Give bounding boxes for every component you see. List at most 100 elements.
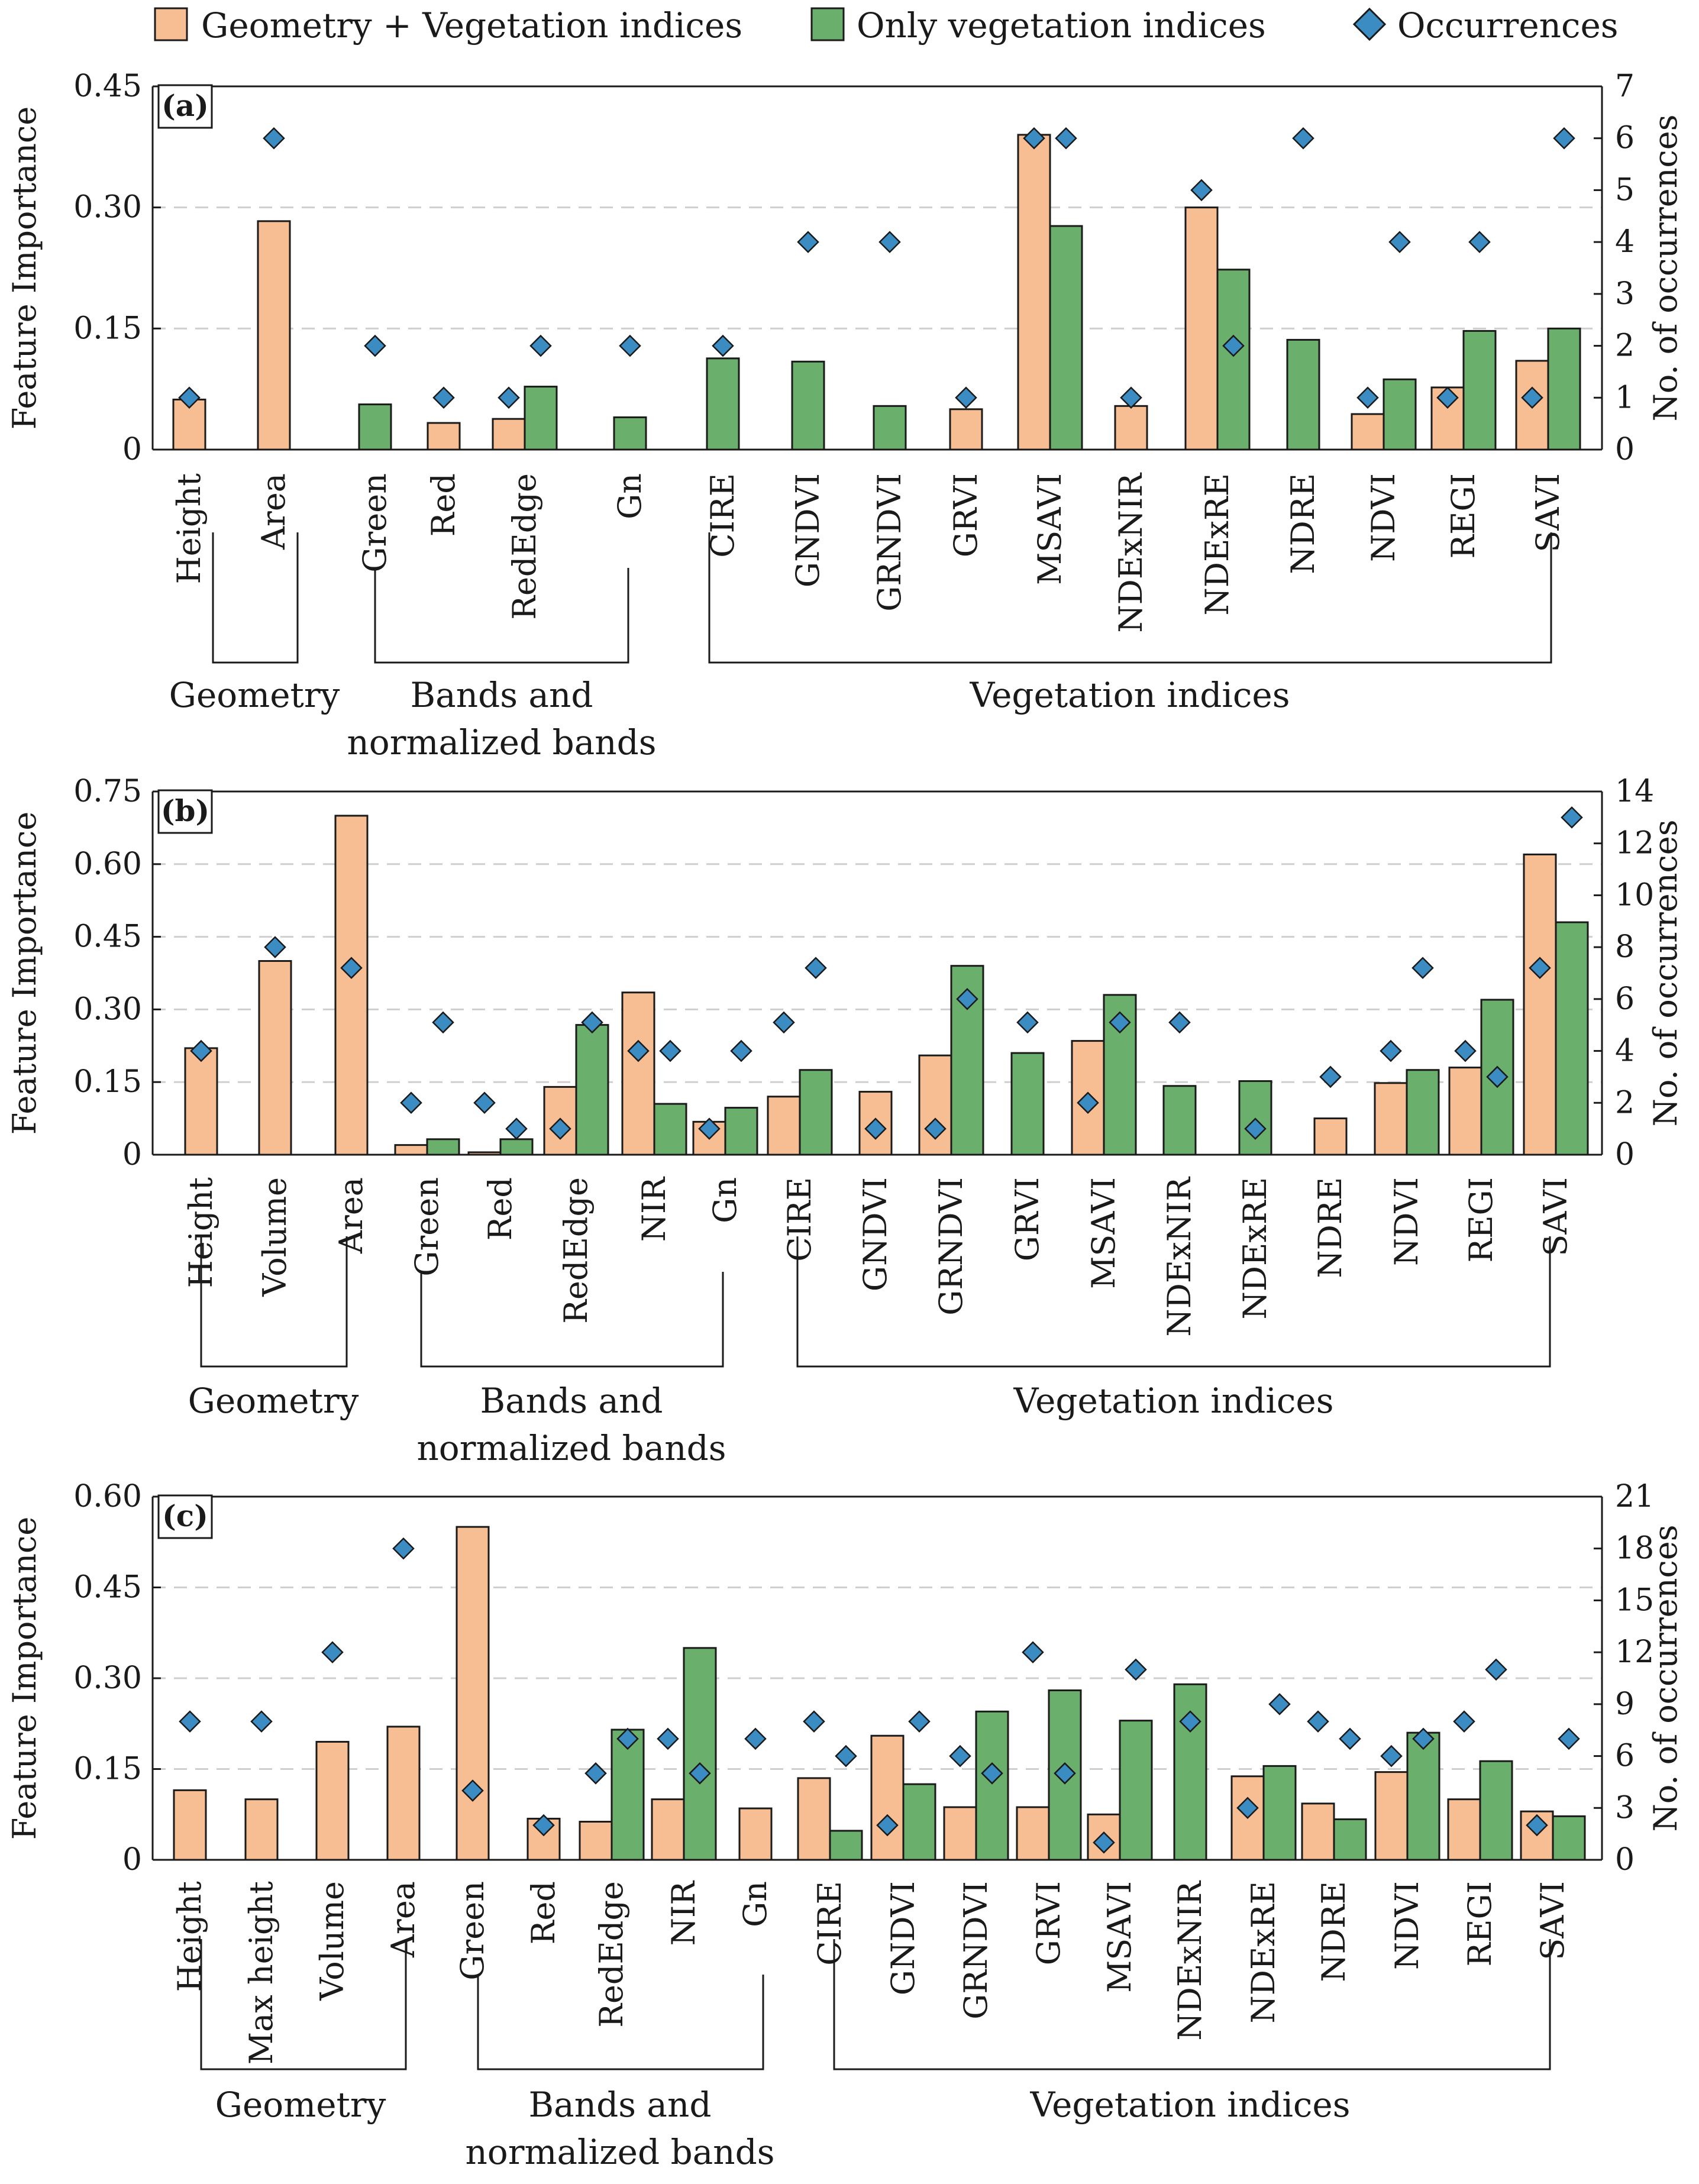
y2-tick-label: 4 [1615, 224, 1635, 260]
bar-geom-veg-savi [1523, 853, 1557, 1156]
group-bracket [796, 1236, 1551, 1368]
bar-veg-only-ndvi [1383, 378, 1417, 451]
occurrence-geom-veg-volume [321, 1641, 344, 1663]
bar-geom-veg-regi [1447, 1798, 1481, 1861]
bar-geom-veg-ndre [1301, 1802, 1335, 1861]
occurrence-geom-veg-gn [744, 1727, 767, 1750]
x-tick-label: Gn [611, 473, 648, 519]
bar-veg-only-regi [1462, 329, 1497, 451]
bar-veg-only-grvi [1010, 1052, 1045, 1156]
bar-veg-only-ndre [1286, 338, 1320, 451]
occurrence-veg-only-ndre [1292, 127, 1314, 150]
x-tick-label: Height [171, 1881, 208, 1992]
x-tick-label: RedEdge [506, 473, 543, 620]
bar-geom-veg-red [467, 1151, 502, 1156]
bar-geom-veg-cire [797, 1777, 831, 1861]
bar-veg-only-msavi [1049, 225, 1083, 451]
legend-swatch [154, 7, 188, 41]
y-tick-label: 0.30 [73, 1660, 142, 1696]
bar-geom-veg-cire [767, 1096, 801, 1156]
bar-geom-veg-nir [651, 1798, 685, 1861]
bar-geom-veg-msavi [1017, 134, 1051, 451]
chart-panel-2: 0 0.15 0.30 0.45 0.60 0 3 6 9 12 15 18 21 Feature Imp… [6, 1479, 1684, 2172]
y2-tick-label: 12 [1615, 1634, 1654, 1670]
y2-tick-label: 21 [1615, 1479, 1654, 1514]
bar-veg-only-savi [1547, 327, 1581, 451]
x-tick-label: Area [332, 1177, 370, 1254]
occurrence-veg-only-ndexre [1244, 1117, 1267, 1140]
group-label: Geometry [169, 675, 340, 715]
x-tick-label: GNDVI [789, 473, 826, 587]
x-tick-label: Max height [243, 1881, 280, 2065]
occurrence-geom-veg-cire [803, 1710, 825, 1733]
occurrence-veg-only-red [505, 1117, 528, 1140]
bar-geom-veg-nir [621, 991, 655, 1156]
x-tick-label: Area [385, 1881, 422, 1958]
bar-veg-only-green [358, 403, 392, 451]
bar-geom-veg-area [257, 220, 291, 451]
y-tick-label: 0.15 [73, 1752, 142, 1787]
occurrence-veg-only-gn [730, 1039, 752, 1062]
y-tick-label: 0.15 [73, 1064, 142, 1100]
legend-label: Occurrences [1397, 5, 1619, 46]
y-axis-title: Feature Importance [6, 106, 43, 429]
occurrence-veg-only-regi [1485, 1658, 1507, 1681]
occurrence-veg-only-gndvi [908, 1710, 931, 1733]
bar-veg-only-msavi [1119, 1720, 1153, 1861]
occurrence-veg-only-grvi [1054, 1762, 1076, 1785]
occurrence-veg-only-grndvi [981, 1762, 1003, 1785]
occurrence-veg-only-rededge [616, 1727, 639, 1750]
occurrence-geom-veg-ndvi [1380, 1744, 1403, 1768]
x-tick-label: MSAVI [1085, 1177, 1122, 1289]
legend-label: Only vegetation indices [857, 5, 1266, 46]
y2-tick-label: 9 [1615, 1687, 1635, 1722]
occurrence-geom-veg-height [190, 1039, 212, 1062]
bar-geom-veg-grvi [949, 408, 983, 451]
y-tick-label: 0.45 [73, 1570, 142, 1605]
y-tick-label: 0.15 [73, 311, 142, 346]
bar-veg-only-nir [683, 1647, 717, 1861]
y2-axis-title: No. of occurrences [1647, 115, 1684, 422]
y2-tick-label: 3 [1615, 1790, 1635, 1826]
occurrence-veg-only-ndvi [1411, 957, 1434, 979]
y2-tick-label: 3 [1615, 276, 1635, 312]
occurrence-geom-veg-regi [1454, 1039, 1477, 1062]
x-tick-label: Area [255, 473, 292, 550]
occurrence-geom-veg-rededge [549, 1117, 571, 1140]
bar-geom-veg-green [456, 1526, 490, 1861]
bar-geom-veg-area [334, 815, 369, 1156]
x-tick-label: NDVI [1365, 473, 1402, 562]
occurrence-geom-veg-ndexre [1236, 1797, 1259, 1820]
occurrence-veg-only-cire [835, 1744, 857, 1768]
bar-veg-only-rededge [575, 1024, 609, 1156]
x-tick-label: MSAVI [1101, 1881, 1138, 1993]
x-tick-label: NDExRE [1236, 1177, 1274, 1320]
x-tick-label: SAVI [1534, 1881, 1571, 1960]
occurrence-geom-veg-msavi [1077, 1091, 1099, 1114]
occurrence-geom-veg-height [178, 386, 201, 409]
x-tick-label: NDRE [1312, 1177, 1349, 1278]
y2-tick-label: 8 [1615, 929, 1635, 965]
bar-geom-veg-ndexnir [1114, 405, 1148, 451]
panel-label-box [157, 1494, 213, 1539]
bar-veg-only-grndvi [873, 405, 907, 451]
bar-geom-veg-green [394, 1144, 428, 1156]
y-tick-label: 0.45 [73, 919, 142, 955]
bar-veg-only-regi [1479, 1760, 1513, 1861]
group-label: Vegetation indices [1013, 1381, 1334, 1421]
x-tick-label: NDVI [1388, 1177, 1425, 1266]
y2-tick-label: 2 [1615, 1085, 1635, 1120]
bar-geom-veg-ndexre [1184, 206, 1219, 451]
bar-veg-only-gndvi [902, 1783, 936, 1861]
bar-veg-only-ndexre [1262, 1765, 1297, 1861]
panel-label: (c) [162, 1498, 208, 1533]
y2-tick-label: 14 [1615, 774, 1654, 809]
occurrence-geom-veg-ndre [1319, 1065, 1342, 1088]
occurrence-veg-only-grvi [955, 386, 977, 409]
bar-geom-veg-volume [315, 1740, 350, 1861]
x-tick-label: RedEdge [593, 1881, 630, 2028]
x-tick-label: GRVI [1009, 1177, 1046, 1261]
legend-label: Geometry + Vegetation indices [201, 5, 742, 46]
y-axis-title: Feature Importance [6, 1517, 43, 1840]
occurrence-veg-only-rededge [581, 1011, 603, 1034]
